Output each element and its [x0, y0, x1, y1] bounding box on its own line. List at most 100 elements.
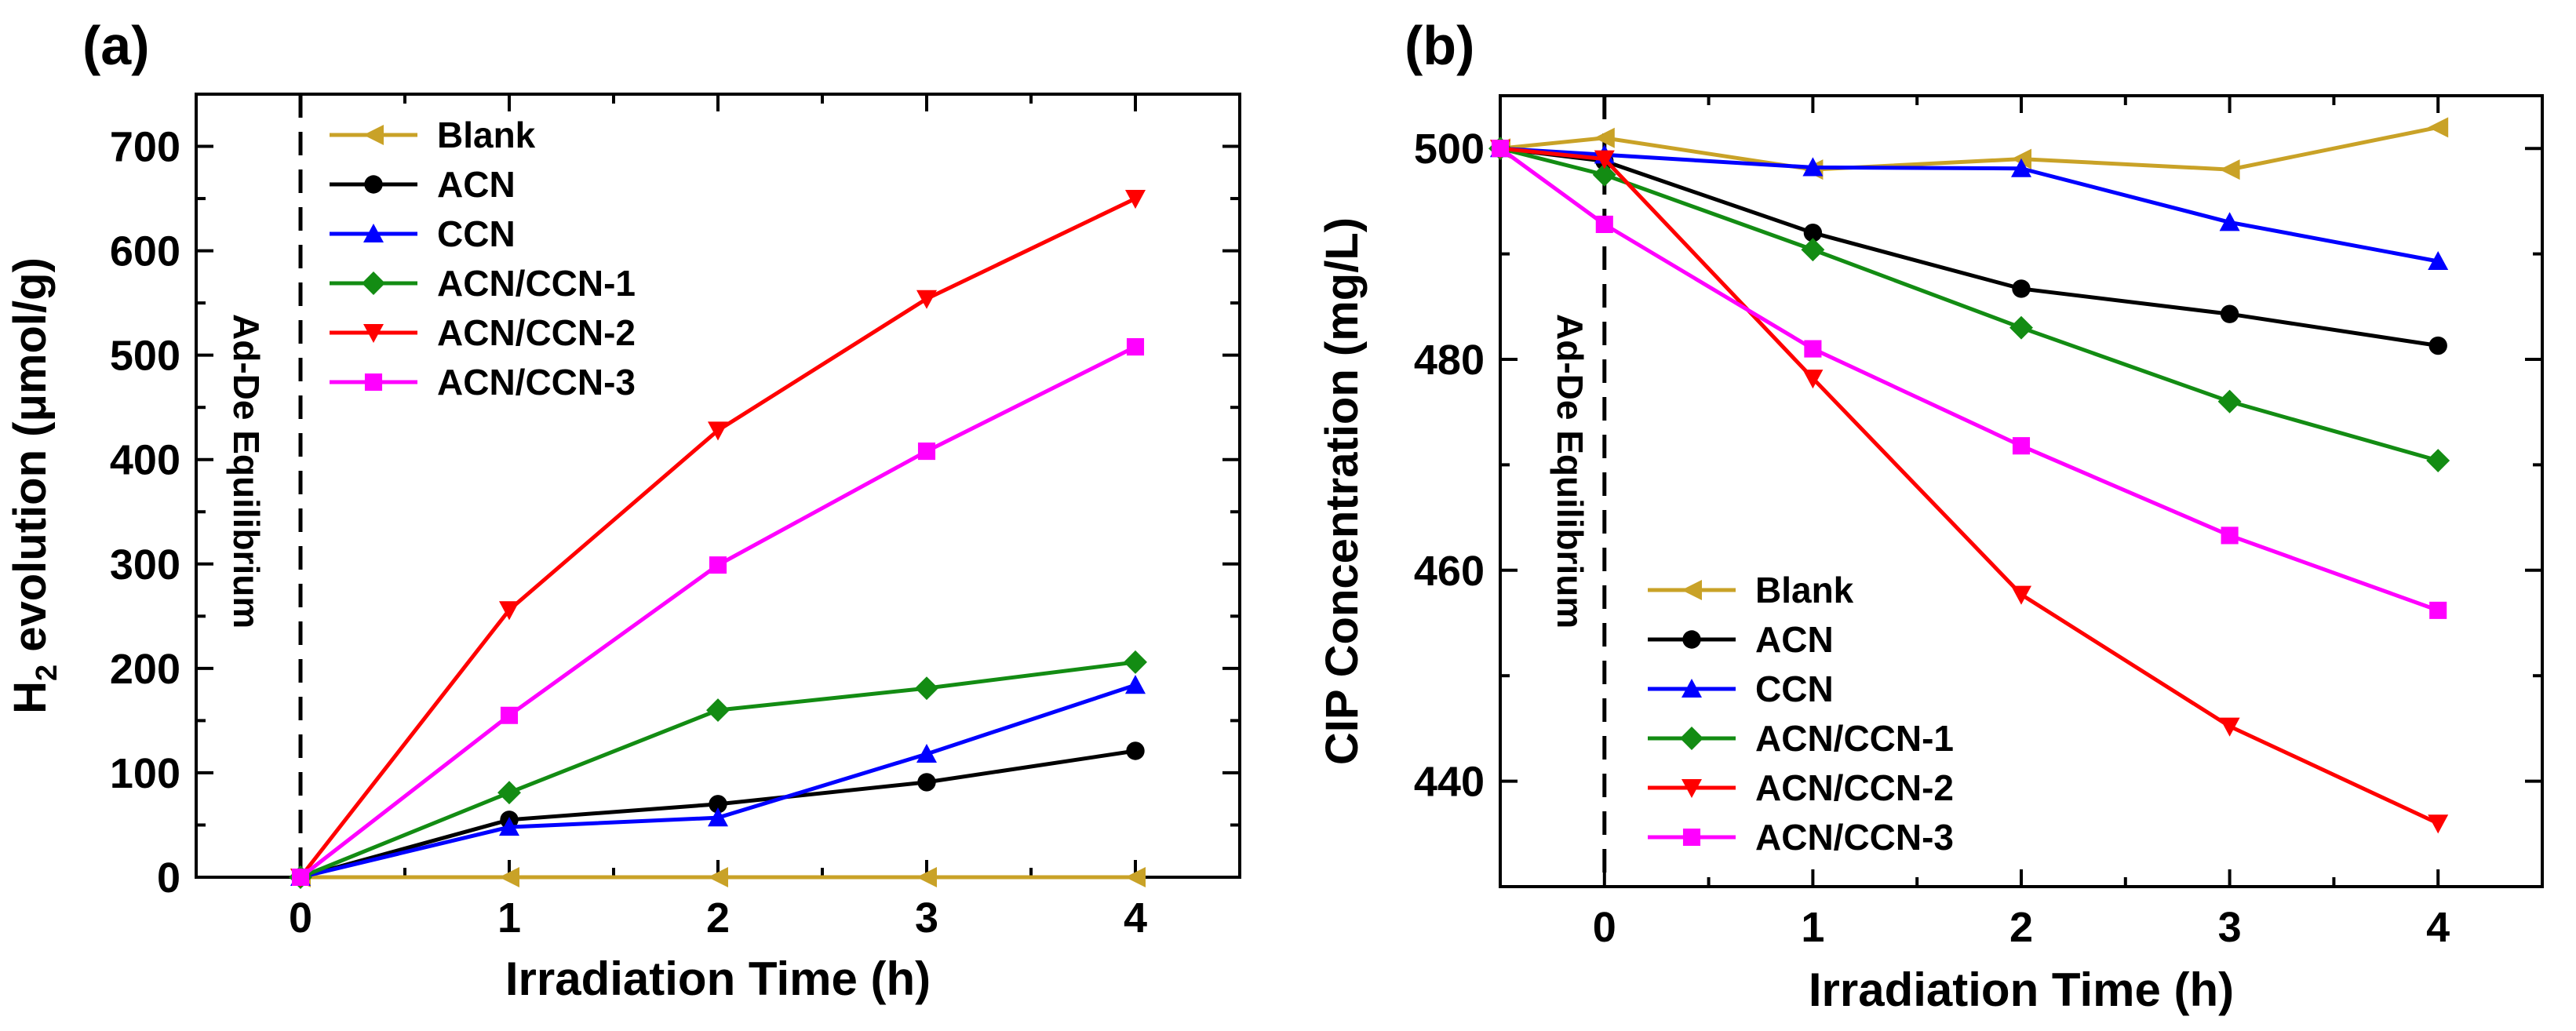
data-point — [2429, 601, 2447, 619]
x-axis-label: Irradiation Time (h) — [1809, 964, 2234, 1016]
legend-label: ACN/CCN-2 — [437, 312, 636, 353]
y-axis-label-main: H — [5, 681, 56, 714]
data-point — [2220, 304, 2239, 323]
data-point — [915, 676, 938, 701]
data-point — [2219, 717, 2240, 737]
panel-label: (b) — [1405, 15, 1474, 76]
legend-label: ACN/CCN-2 — [1755, 767, 1954, 808]
legend-label: ACN — [1755, 619, 1834, 660]
data-point — [1801, 238, 1825, 262]
data-point — [2011, 158, 2031, 177]
data-point — [709, 556, 727, 574]
data-point — [1126, 337, 1145, 356]
data-point — [2426, 449, 2450, 472]
series-line — [1499, 125, 2439, 172]
x-tick-label: 3 — [915, 894, 938, 942]
y-axis-label-sub: 2 — [31, 665, 64, 681]
data-point — [2011, 585, 2031, 605]
data-point — [708, 867, 728, 887]
legend-marker — [1682, 630, 1701, 649]
series-acn-ccn-2 — [290, 190, 1146, 887]
x-tick-label: 4 — [2426, 904, 2450, 951]
legend-marker — [1682, 828, 1701, 847]
legend-marker — [364, 373, 383, 392]
data-point — [291, 868, 310, 887]
data-point — [1803, 224, 1823, 242]
legend-marker — [363, 125, 384, 145]
legend-marker — [363, 323, 384, 343]
data-point — [2428, 336, 2447, 355]
data-point — [916, 867, 937, 887]
series-line — [1499, 146, 2439, 264]
series-line — [1499, 146, 2439, 825]
data-point — [1125, 675, 1146, 694]
data-point — [2428, 117, 2449, 138]
series-acn-ccn-1 — [289, 650, 1147, 889]
x-axis-label: Irradiation Time (h) — [505, 953, 931, 1005]
x-tick-label: 1 — [1801, 904, 1824, 951]
legend: Blank ACN CCN ACN/CCN-1 ACN/CCN-2 ACN/CCN-3 — [330, 115, 636, 403]
x-tick-label: 0 — [289, 894, 312, 942]
y-tick-label: 500 — [1414, 126, 1485, 173]
y-tick-label: 480 — [1414, 337, 1485, 384]
x-tick-label: 2 — [706, 894, 730, 942]
data-point — [2428, 814, 2449, 834]
data-point — [708, 421, 728, 441]
x-tick-label: 3 — [2218, 904, 2242, 951]
legend-marker — [1682, 580, 1702, 600]
data-point — [1125, 867, 1146, 887]
legend-label: ACN/CCN-3 — [1755, 817, 1954, 858]
y-tick-label: 440 — [1414, 759, 1485, 806]
data-point — [1491, 140, 1510, 158]
data-point — [1594, 150, 1615, 169]
y-tick-label: 500 — [110, 333, 180, 380]
data-point — [709, 795, 727, 814]
series-acn — [1491, 139, 2447, 355]
legend: Blank ACN CCN ACN/CCN-1 ACN/CCN-2 ACN/CCN-3 — [1648, 570, 1954, 858]
data-point — [499, 867, 519, 887]
data-point — [1126, 741, 1145, 760]
legend-marker — [1680, 727, 1703, 750]
data-point — [2217, 389, 2242, 413]
data-point — [1802, 370, 1824, 389]
series-line — [299, 196, 1137, 879]
y-tick-label: 600 — [110, 228, 180, 275]
data-point — [708, 807, 728, 827]
legend-label: ACN/CCN-1 — [437, 263, 636, 304]
data-point — [1592, 162, 1616, 187]
y-tick-label: 200 — [110, 646, 180, 693]
legend-marker — [364, 175, 383, 194]
chart-panel-b: (b) 0 1 2 3 4 440 460 480 500 Irradiation Time (h)… — [1317, 15, 2544, 1016]
series-line — [1499, 146, 2439, 463]
series-ccn — [1490, 138, 2449, 271]
data-point — [2221, 526, 2239, 545]
series-line — [1499, 147, 2439, 613]
legend-label: ACN/CCN-3 — [437, 362, 636, 403]
panel-label: (a) — [82, 15, 150, 76]
data-point — [499, 601, 519, 621]
y-tick-label: 400 — [110, 437, 180, 484]
data-point — [916, 743, 937, 763]
data-point — [1804, 340, 1822, 358]
data-point — [1595, 215, 1613, 234]
ad-de-annotation: Ad-De Equilibrium — [226, 314, 267, 628]
legend-label: ACN — [437, 164, 516, 205]
legend-label: CCN — [1755, 669, 1834, 709]
legend-label: ACN/CCN-1 — [1755, 718, 1954, 759]
legend-label: Blank — [1755, 570, 1854, 610]
data-point — [1124, 650, 1147, 674]
series-acn-ccn-3 — [291, 337, 1145, 887]
y-tick-label: 100 — [110, 750, 180, 797]
y-tick-label: 300 — [110, 541, 180, 588]
legend-marker — [363, 224, 384, 243]
y-axis-label: CIP Concentration (mg/L) — [1317, 217, 1368, 765]
data-point — [2012, 279, 2031, 298]
data-point — [2428, 251, 2449, 271]
data-point — [2219, 212, 2240, 231]
data-point — [499, 817, 519, 836]
y-tick-label: 460 — [1414, 548, 1485, 595]
x-tick-label: 1 — [497, 894, 521, 942]
y-tick-label: 700 — [110, 124, 180, 171]
x-tick-label: 0 — [1593, 904, 1616, 951]
